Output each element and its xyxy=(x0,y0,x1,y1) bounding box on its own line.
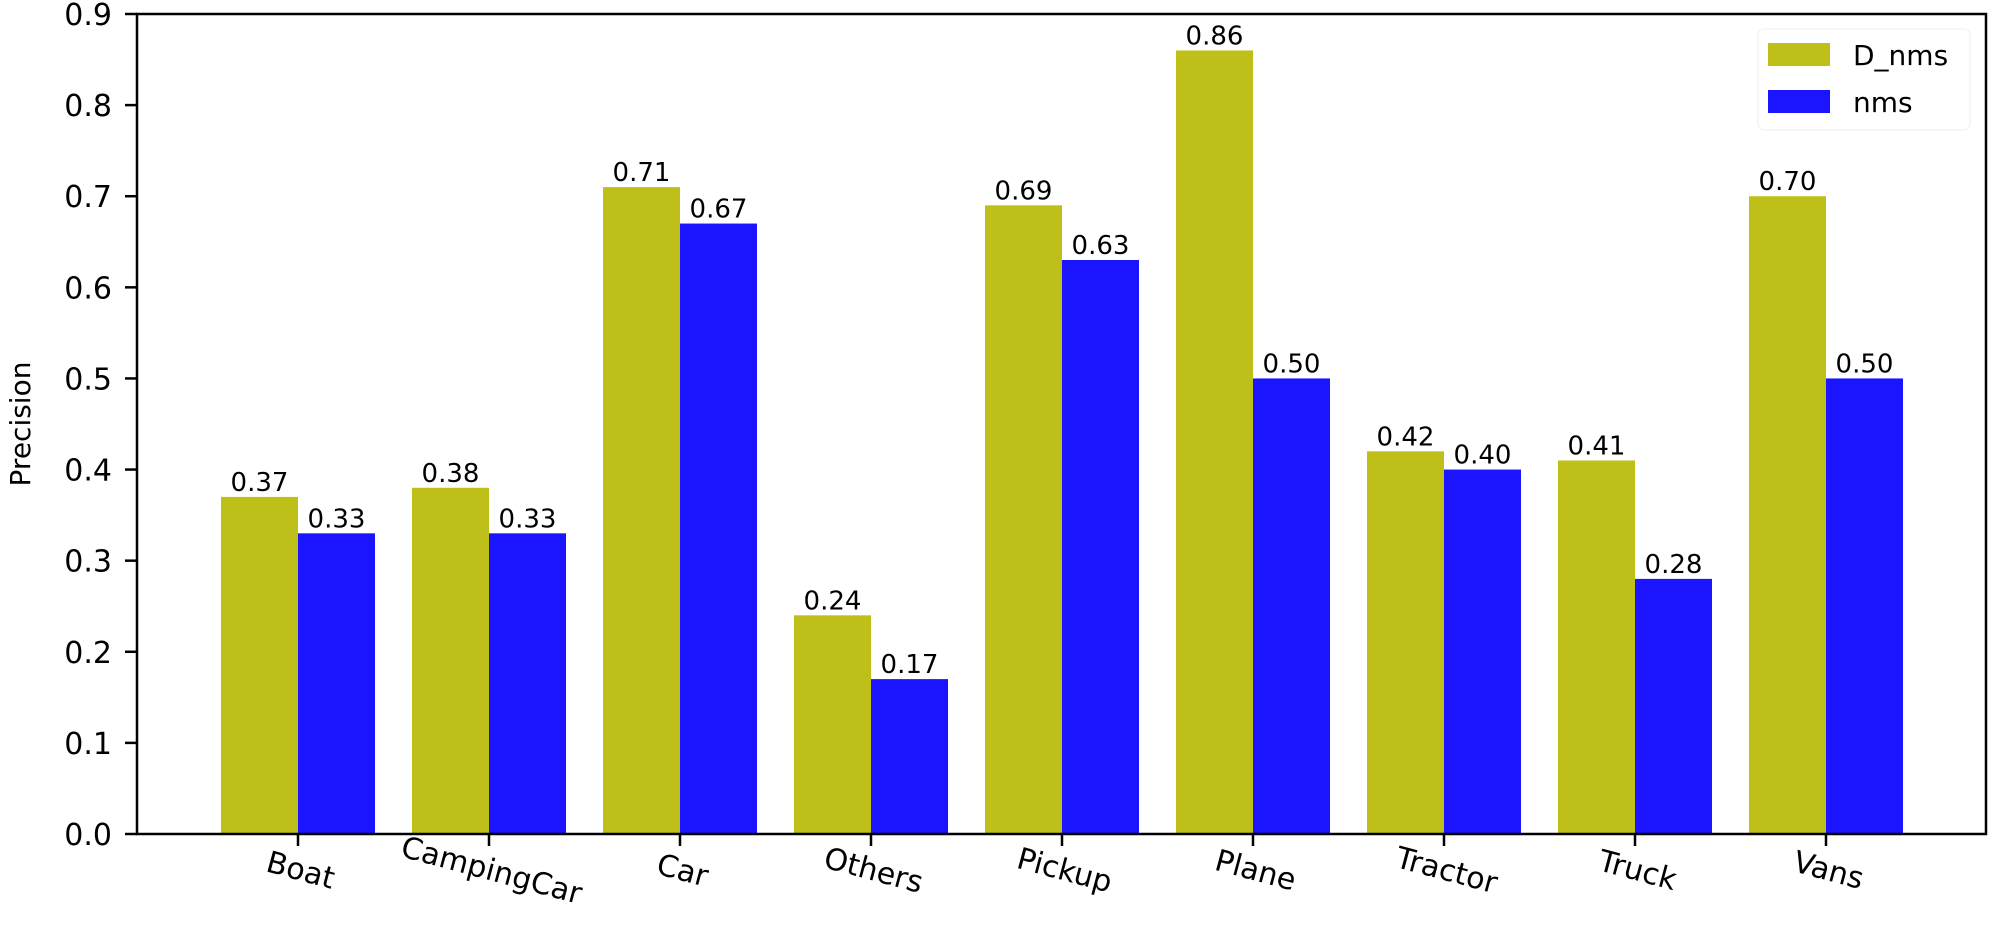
bar-d-nms-vans xyxy=(1749,196,1826,834)
data-label: 0.70 xyxy=(1759,167,1817,197)
data-label: 0.33 xyxy=(499,504,557,534)
bar-d-nms-plane xyxy=(1176,50,1253,834)
y-tick-label: 0.4 xyxy=(64,454,112,489)
data-label: 0.33 xyxy=(308,504,366,534)
data-label: 0.67 xyxy=(690,195,748,225)
data-label: 0.24 xyxy=(804,586,862,616)
x-tick-label: CampingCar xyxy=(397,830,586,912)
y-tick-label: 0.6 xyxy=(64,271,112,306)
data-label: 0.63 xyxy=(1072,231,1130,261)
data-label: 0.40 xyxy=(1454,441,1512,471)
bar-nms-others xyxy=(871,679,948,834)
x-tick-label: Tractor xyxy=(1391,840,1502,901)
y-tick-label: 0.7 xyxy=(64,180,112,215)
legend-label-d-nms: D_nms xyxy=(1853,39,1948,72)
legend: D_nms nms xyxy=(1757,28,1971,131)
x-tick-label: Truck xyxy=(1594,843,1681,898)
bar-nms-plane xyxy=(1253,378,1330,834)
bar-d-nms-pickup xyxy=(985,205,1062,835)
y-tick-label: 0.0 xyxy=(64,818,112,853)
x-tick-label: Pickup xyxy=(1013,841,1116,900)
y-tick-label: 0.2 xyxy=(64,636,112,671)
legend-swatch-d-nms xyxy=(1768,43,1830,66)
data-label: 0.28 xyxy=(1645,550,1703,580)
bar-nms-tractor xyxy=(1444,469,1521,834)
x-tick-label: Boat xyxy=(263,845,339,897)
bar-d-nms-tractor xyxy=(1367,451,1444,834)
bar-nms-vans xyxy=(1826,378,1903,834)
data-label: 0.41 xyxy=(1568,431,1626,461)
x-tick-label: Car xyxy=(653,847,713,894)
legend-label-nms: nms xyxy=(1853,86,1913,119)
y-tick-label: 0.8 xyxy=(64,89,112,124)
y-tick-label: 0.1 xyxy=(64,727,112,762)
bar-nms-truck xyxy=(1635,578,1712,834)
data-label: 0.50 xyxy=(1836,349,1894,379)
bar-d-nms-campingcar xyxy=(412,487,489,834)
bar-d-nms-others xyxy=(794,615,871,834)
data-label: 0.50 xyxy=(1263,349,1321,379)
bar-nms-campingcar xyxy=(489,533,566,834)
x-tick-label: Plane xyxy=(1211,843,1300,898)
y-tick-label: 0.3 xyxy=(64,545,112,580)
y-axis-label: Precision xyxy=(4,362,37,487)
bar-nms-boat xyxy=(298,533,375,834)
bar-nms-pickup xyxy=(1062,260,1139,834)
data-label: 0.38 xyxy=(422,459,480,489)
bar-nms-car xyxy=(680,223,757,835)
data-label: 0.69 xyxy=(995,176,1053,206)
data-label: 0.86 xyxy=(1186,21,1244,51)
data-label: 0.37 xyxy=(231,468,289,498)
x-tick-label: Others xyxy=(820,841,926,901)
data-label: 0.42 xyxy=(1377,422,1435,452)
bar-d-nms-car xyxy=(603,187,680,835)
data-label: 0.17 xyxy=(881,650,939,680)
bar-d-nms-boat xyxy=(221,496,298,834)
y-tick-label: 0.5 xyxy=(64,362,112,397)
x-tick-label: Vans xyxy=(1790,845,1868,897)
legend-swatch-nms xyxy=(1768,90,1830,113)
y-tick-label: 0.9 xyxy=(64,0,112,33)
bar-d-nms-truck xyxy=(1558,460,1635,834)
data-label: 0.71 xyxy=(613,158,671,188)
